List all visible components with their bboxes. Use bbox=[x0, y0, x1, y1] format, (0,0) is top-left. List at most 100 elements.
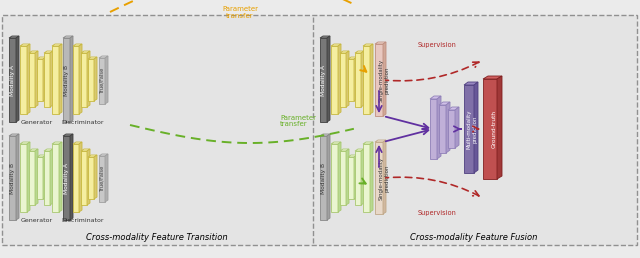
Polygon shape bbox=[338, 142, 341, 212]
Text: Parameter
transfer: Parameter transfer bbox=[280, 115, 316, 127]
Polygon shape bbox=[73, 144, 79, 212]
Text: Modality B: Modality B bbox=[10, 163, 15, 194]
Polygon shape bbox=[370, 44, 373, 114]
Polygon shape bbox=[375, 142, 383, 214]
Polygon shape bbox=[320, 136, 327, 220]
Polygon shape bbox=[363, 46, 370, 114]
Text: Supervision: Supervision bbox=[417, 210, 456, 216]
Polygon shape bbox=[320, 38, 327, 122]
Polygon shape bbox=[9, 36, 19, 38]
Polygon shape bbox=[99, 58, 105, 104]
Polygon shape bbox=[50, 149, 53, 205]
Text: Single-modality
prediction: Single-modality prediction bbox=[379, 59, 389, 102]
Polygon shape bbox=[9, 38, 16, 122]
Polygon shape bbox=[20, 142, 30, 144]
Text: Ground-truth: Ground-truth bbox=[492, 110, 497, 148]
Polygon shape bbox=[99, 56, 108, 58]
Polygon shape bbox=[37, 59, 43, 101]
Polygon shape bbox=[331, 44, 341, 46]
Polygon shape bbox=[52, 44, 62, 46]
Polygon shape bbox=[375, 140, 386, 142]
Polygon shape bbox=[73, 46, 79, 114]
Polygon shape bbox=[59, 142, 62, 212]
Text: Single-modality
prediction: Single-modality prediction bbox=[379, 156, 389, 199]
Text: Discriminator: Discriminator bbox=[61, 120, 104, 125]
Polygon shape bbox=[37, 155, 46, 157]
Polygon shape bbox=[20, 144, 27, 212]
Polygon shape bbox=[99, 156, 105, 202]
Polygon shape bbox=[320, 36, 330, 38]
Polygon shape bbox=[430, 99, 437, 159]
Polygon shape bbox=[87, 149, 90, 205]
Polygon shape bbox=[355, 151, 361, 205]
Polygon shape bbox=[81, 53, 87, 107]
Polygon shape bbox=[9, 136, 16, 220]
Polygon shape bbox=[383, 140, 386, 214]
Text: Supervision: Supervision bbox=[417, 42, 456, 48]
Polygon shape bbox=[27, 142, 30, 212]
Polygon shape bbox=[29, 151, 35, 205]
Text: Modality A: Modality A bbox=[10, 64, 15, 95]
Polygon shape bbox=[439, 102, 450, 105]
Polygon shape bbox=[370, 142, 373, 212]
Polygon shape bbox=[81, 151, 87, 205]
Polygon shape bbox=[348, 57, 357, 59]
Polygon shape bbox=[340, 149, 349, 151]
Polygon shape bbox=[35, 51, 38, 107]
Polygon shape bbox=[355, 53, 361, 107]
Polygon shape bbox=[87, 51, 90, 107]
Polygon shape bbox=[331, 144, 338, 212]
Text: True/False: True/False bbox=[99, 67, 104, 93]
Polygon shape bbox=[455, 107, 459, 148]
Polygon shape bbox=[363, 144, 370, 212]
Polygon shape bbox=[43, 155, 46, 199]
Polygon shape bbox=[354, 155, 357, 199]
Polygon shape bbox=[340, 53, 346, 107]
Polygon shape bbox=[52, 144, 59, 212]
Polygon shape bbox=[44, 51, 53, 53]
Text: Modality A: Modality A bbox=[321, 64, 326, 95]
Polygon shape bbox=[70, 36, 73, 122]
Text: Cross-modality Feature Transition: Cross-modality Feature Transition bbox=[86, 233, 228, 243]
Polygon shape bbox=[346, 51, 349, 107]
Text: Modality A: Modality A bbox=[64, 163, 69, 194]
Polygon shape bbox=[44, 151, 50, 205]
Polygon shape bbox=[361, 149, 364, 205]
Polygon shape bbox=[348, 157, 354, 199]
Text: Discriminator: Discriminator bbox=[61, 218, 104, 223]
Polygon shape bbox=[437, 96, 441, 159]
Polygon shape bbox=[346, 149, 349, 205]
Polygon shape bbox=[88, 155, 97, 157]
Polygon shape bbox=[16, 134, 19, 220]
Polygon shape bbox=[338, 44, 341, 114]
Polygon shape bbox=[29, 149, 38, 151]
Polygon shape bbox=[9, 134, 19, 136]
Polygon shape bbox=[375, 42, 386, 44]
Polygon shape bbox=[79, 44, 82, 114]
Polygon shape bbox=[363, 44, 373, 46]
Polygon shape bbox=[79, 142, 82, 212]
Polygon shape bbox=[348, 59, 354, 101]
Polygon shape bbox=[320, 134, 330, 136]
Polygon shape bbox=[483, 79, 497, 179]
Text: Multi-modality
prediction: Multi-modality prediction bbox=[467, 109, 477, 149]
Polygon shape bbox=[331, 46, 338, 114]
Text: Parameter
transfer: Parameter transfer bbox=[222, 6, 258, 19]
Polygon shape bbox=[105, 56, 108, 104]
Polygon shape bbox=[70, 134, 73, 220]
Polygon shape bbox=[44, 149, 53, 151]
Polygon shape bbox=[37, 157, 43, 199]
Text: Modality B: Modality B bbox=[321, 163, 326, 194]
Polygon shape bbox=[483, 76, 502, 79]
Text: Generator: Generator bbox=[21, 120, 53, 125]
Text: True/False: True/False bbox=[99, 165, 104, 191]
Polygon shape bbox=[355, 51, 364, 53]
Polygon shape bbox=[29, 53, 35, 107]
Polygon shape bbox=[446, 102, 450, 153]
Polygon shape bbox=[474, 82, 478, 173]
Polygon shape bbox=[439, 105, 446, 153]
Polygon shape bbox=[81, 149, 90, 151]
Polygon shape bbox=[50, 51, 53, 107]
Text: Generator: Generator bbox=[21, 218, 53, 223]
Polygon shape bbox=[464, 82, 478, 85]
